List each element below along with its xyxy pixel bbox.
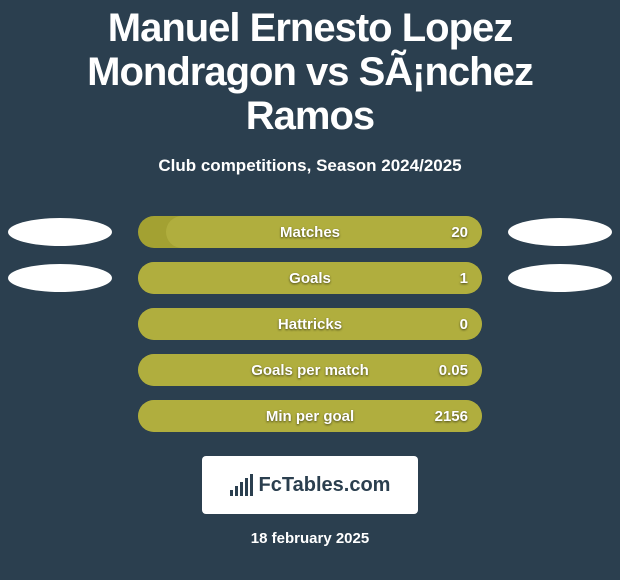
left-player-marker: [8, 218, 112, 246]
right-player-marker: [508, 218, 612, 246]
right-player-marker: [508, 264, 612, 292]
stat-label: Hattricks: [138, 308, 482, 340]
logo-bar: [235, 486, 238, 496]
stat-value-right: 0: [460, 308, 468, 340]
logo-text: FcTables.com: [259, 474, 391, 497]
stat-bar-track: Hattricks0: [138, 308, 482, 340]
stat-row: Goals1: [0, 262, 620, 294]
stat-label: Matches: [138, 216, 482, 248]
stat-row: Hattricks0: [0, 308, 620, 340]
logo-bar: [240, 482, 243, 496]
stat-bar-track: Min per goal2156: [138, 400, 482, 432]
stat-bar-track: Matches20: [138, 216, 482, 248]
stat-value-right: 2156: [435, 400, 468, 432]
stat-row: Goals per match0.05: [0, 354, 620, 386]
stat-label: Goals per match: [138, 354, 482, 386]
subtitle: Club competitions, Season 2024/2025: [0, 156, 620, 176]
stat-bar-track: Goals1: [138, 262, 482, 294]
logo-bars-icon: [230, 474, 253, 496]
stat-bar-track: Goals per match0.05: [138, 354, 482, 386]
stat-label: Goals: [138, 262, 482, 294]
page-title: Manuel Ernesto Lopez Mondragon vs SÃ¡nch…: [0, 0, 620, 138]
stat-row: Matches20: [0, 216, 620, 248]
stat-value-right: 0.05: [439, 354, 468, 386]
logo-bar: [250, 474, 253, 496]
logo-bar: [230, 490, 233, 496]
logo-bar: [245, 478, 248, 496]
stat-value-right: 1: [460, 262, 468, 294]
logo-box: FcTables.com: [202, 456, 418, 514]
stat-value-right: 20: [451, 216, 468, 248]
stat-row: Min per goal2156: [0, 400, 620, 432]
left-player-marker: [8, 264, 112, 292]
date-text: 18 february 2025: [0, 530, 620, 547]
stat-label: Min per goal: [138, 400, 482, 432]
stats-container: Matches20 Goals1 Hattricks0 Goals per match…: [0, 216, 620, 432]
